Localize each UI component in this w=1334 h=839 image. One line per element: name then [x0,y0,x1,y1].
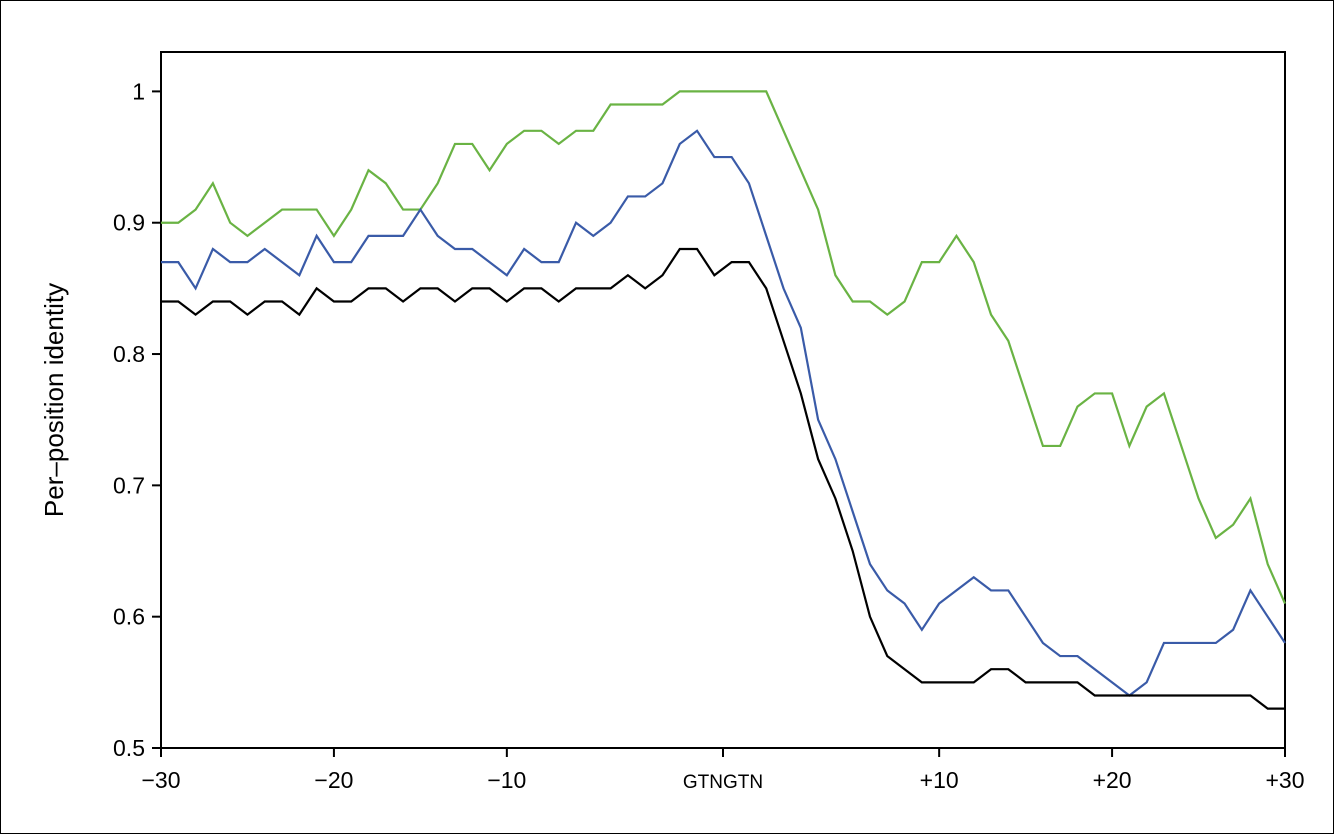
x-tick-label: +30 [1265,767,1304,793]
y-tick-label: 0.6 [113,604,145,630]
x-tick-label: −30 [141,767,180,793]
y-tick-label: 0.8 [113,341,145,367]
x-tick-label: GTNGTN [683,772,763,793]
y-tick-label: 0.9 [113,210,145,236]
series-line [161,90,1287,604]
y-axis-label: Per–position identity [39,283,69,517]
x-tick-label: −20 [314,767,353,793]
series-line [161,247,1285,710]
x-tick-label: −10 [487,767,526,793]
y-tick-label: 0.5 [113,735,145,761]
series-line [161,129,1286,697]
x-tick-label: +20 [1093,767,1132,793]
y-tick-label: 1 [132,78,145,104]
y-tick-label: 0.7 [113,472,145,498]
x-tick-label: +10 [920,767,959,793]
